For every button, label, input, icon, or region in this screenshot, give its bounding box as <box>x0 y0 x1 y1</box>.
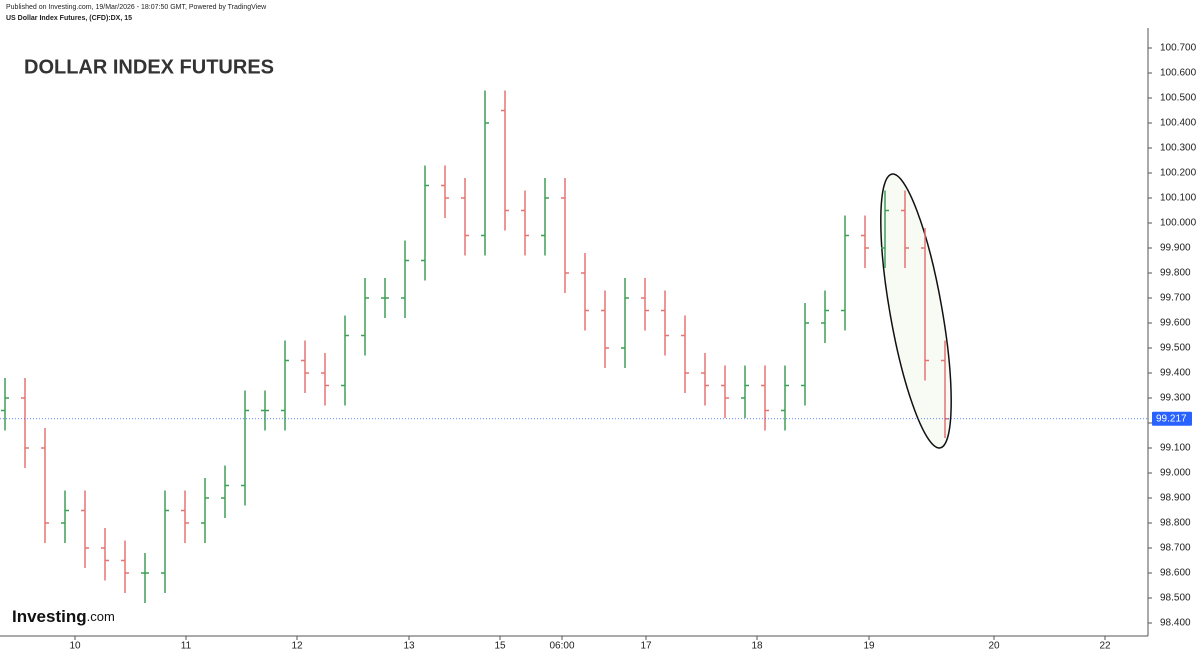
y-tick-label: 99.800 <box>1160 268 1191 279</box>
y-tick-label: 100.600 <box>1160 68 1197 79</box>
y-tick-label: 100.000 <box>1160 218 1197 229</box>
y-tick-label: 99.300 <box>1160 393 1191 404</box>
x-tick-label: 17 <box>640 641 652 652</box>
y-tick-label: 99.000 <box>1160 468 1191 479</box>
y-tick-label: 100.400 <box>1160 118 1197 129</box>
x-tick-label: 20 <box>988 641 1000 652</box>
y-tick-label: 100.100 <box>1160 193 1197 204</box>
y-tick-label: 100.300 <box>1160 143 1197 154</box>
y-tick-label: 99.400 <box>1160 368 1191 379</box>
x-tick-label: 15 <box>494 641 506 652</box>
x-tick-label: 06:00 <box>549 641 574 652</box>
y-tick-label: 100.500 <box>1160 93 1197 104</box>
y-tick-label: 98.400 <box>1160 618 1191 629</box>
x-tick-label: 19 <box>863 641 875 652</box>
y-tick-label: 99.100 <box>1160 443 1191 454</box>
x-tick-label: 22 <box>1099 641 1111 652</box>
y-tick-label: 98.600 <box>1160 568 1191 579</box>
symbol-label: US Dollar Index Futures, (CFD):DX, 15 <box>6 15 132 22</box>
last-price-box <box>1152 411 1192 426</box>
logo-suffix: .com <box>87 609 115 624</box>
y-tick-label: 98.900 <box>1160 493 1191 504</box>
published-note: Published on Investing.com, 19/Mar/2026 … <box>6 4 267 11</box>
chart-title: DOLLAR INDEX FUTURES <box>24 56 274 78</box>
y-tick-label: 99.500 <box>1160 343 1191 354</box>
y-tick-label: 98.500 <box>1160 593 1191 604</box>
y-tick-label: 99.600 <box>1160 318 1191 329</box>
x-tick-label: 13 <box>403 641 415 652</box>
x-tick-label: 11 <box>181 641 192 652</box>
highlight-ellipse <box>880 173 952 449</box>
y-tick-label: 100.200 <box>1160 168 1197 179</box>
x-tick-label: 10 <box>69 641 81 652</box>
y-tick-label: 98.700 <box>1160 543 1191 554</box>
y-tick-label: 99.900 <box>1160 243 1191 254</box>
last-price-label: 99.217 <box>1156 413 1187 424</box>
logo-text: Investing <box>12 607 87 626</box>
x-tick-label: 18 <box>751 641 763 652</box>
logo: Investing.com <box>12 607 115 626</box>
y-tick-label: 99.700 <box>1160 293 1191 304</box>
x-tick-label: 12 <box>291 641 303 652</box>
y-tick-label: 98.800 <box>1160 518 1191 529</box>
y-tick-label: 100.700 <box>1160 43 1197 54</box>
